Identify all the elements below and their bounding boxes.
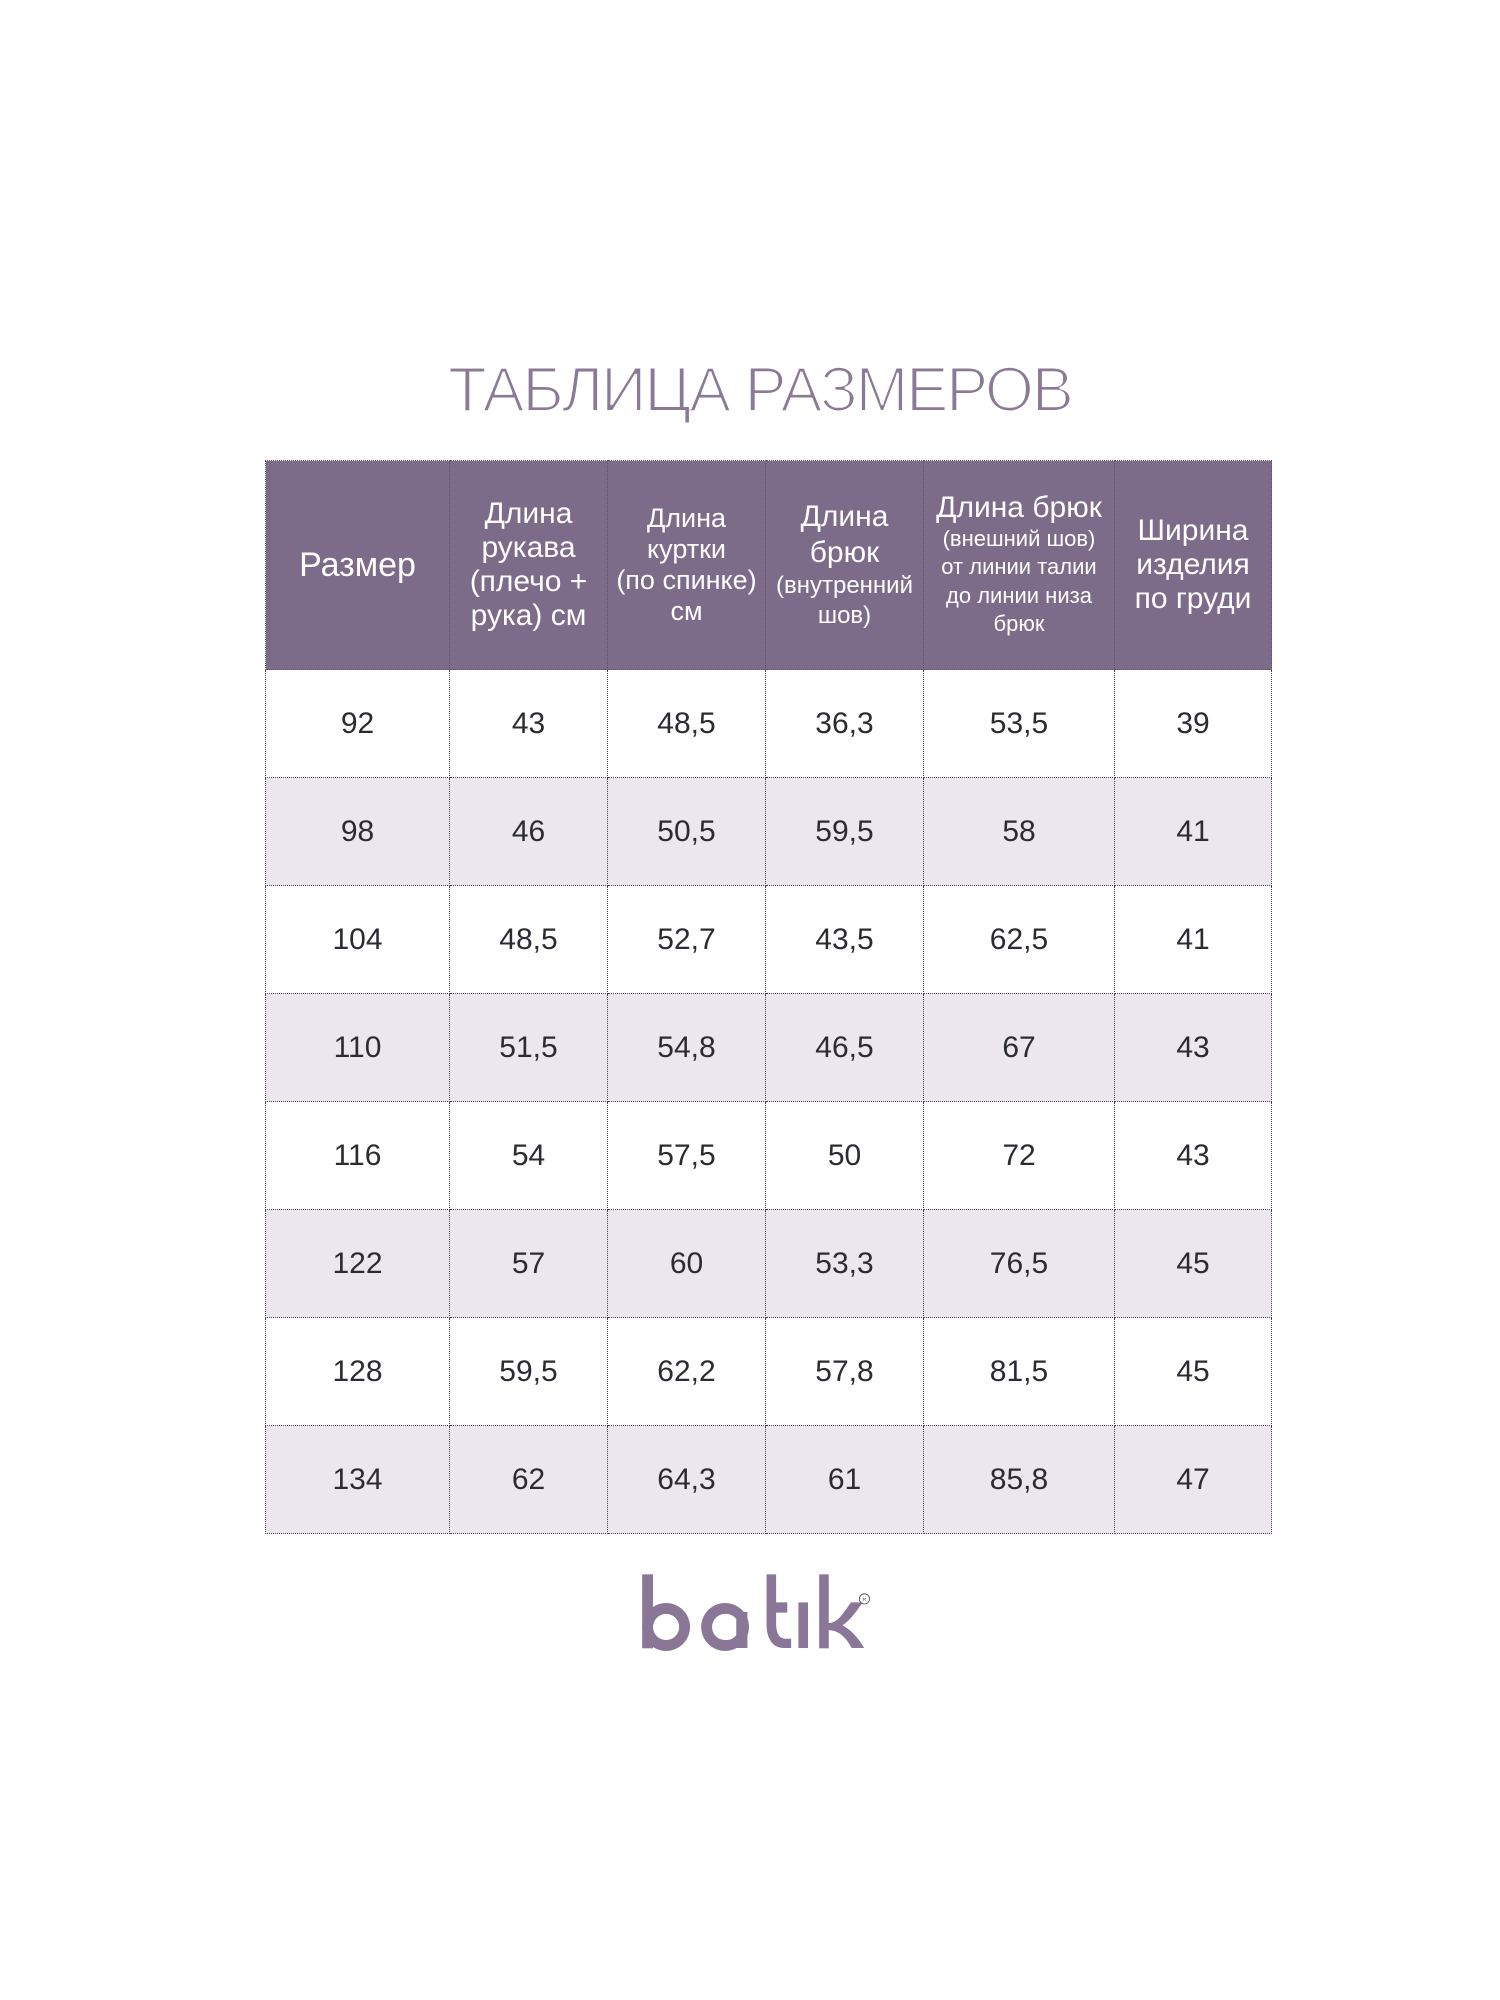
svg-text:ТАБЛИЦА РАЗМЕРОВ: ТАБЛИЦА РАЗМЕРОВ (448, 355, 1072, 425)
svg-text:R: R (863, 1597, 867, 1603)
